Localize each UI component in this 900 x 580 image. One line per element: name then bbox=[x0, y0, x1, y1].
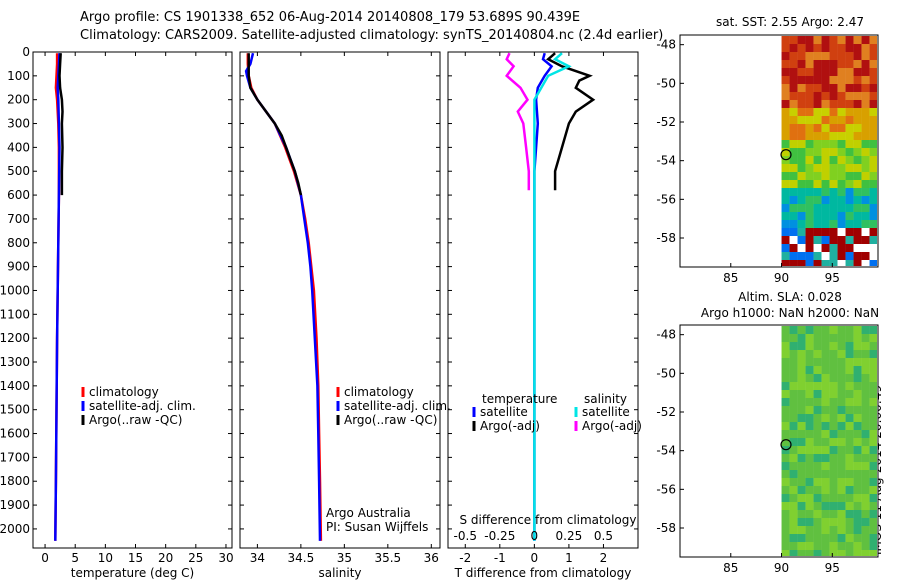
x-tick-label-temperature: 25 bbox=[188, 551, 203, 565]
y-tick-label: 500 bbox=[7, 164, 30, 178]
sst-map-title: sat. SST: 2.55 Argo: 2.47 bbox=[715, 15, 865, 29]
y-tick-label: 1900 bbox=[0, 498, 30, 512]
map-y-tick-label: -54 bbox=[656, 154, 676, 168]
x-tick-label-difference: 1 bbox=[565, 551, 573, 565]
y-tick-label: 1800 bbox=[0, 474, 30, 488]
y-tick-label: 1000 bbox=[0, 283, 30, 297]
x-axis-label-difference: T difference from climatology bbox=[454, 566, 632, 580]
plot-frame-salinity bbox=[239, 51, 441, 549]
legend-header-temperature: temperature bbox=[482, 392, 557, 406]
legend-entry-difference: Argo(-adj) bbox=[582, 419, 642, 433]
x-tick-label-salinity: 35 bbox=[337, 551, 352, 565]
legend-entry-temperature: satellite-adj. clim. bbox=[89, 399, 196, 413]
legend-entry-salinity: satellite-adj. clim. bbox=[344, 399, 451, 413]
map-y-tick-label: -54 bbox=[656, 444, 676, 458]
y-tick-label: 200 bbox=[7, 93, 30, 107]
y-tick-label: 0 bbox=[22, 45, 30, 59]
argo-location-marker bbox=[780, 149, 792, 161]
y-tick-label: 1300 bbox=[0, 355, 30, 369]
map-y-tick-label: -56 bbox=[656, 192, 676, 206]
map-y-tick-label: -58 bbox=[656, 231, 676, 245]
legend-header-salinity: salinity bbox=[584, 392, 627, 406]
x-tick-label-difference: -2 bbox=[459, 551, 471, 565]
legend-entry-temperature: climatology bbox=[89, 385, 159, 399]
x-tick-label-salinity: 34 bbox=[250, 551, 265, 565]
legend-entry-difference: satellite bbox=[480, 405, 528, 419]
y-tick-label: 800 bbox=[7, 236, 30, 250]
x-tick-label-temperature: 5 bbox=[71, 551, 79, 565]
sla-map-title-line2: Argo h1000: NaN h2000: NaN bbox=[700, 306, 880, 320]
series-line-difference bbox=[533, 52, 572, 541]
map-y-tick-label: -48 bbox=[656, 38, 676, 52]
y-tick-label: 1500 bbox=[0, 403, 30, 417]
map-field-sst_map bbox=[781, 36, 877, 266]
map-y-tick-label: -50 bbox=[656, 366, 676, 380]
y-tick-label: 2000 bbox=[0, 522, 30, 536]
x-axis-label-salinity: salinity bbox=[318, 566, 361, 580]
map-x-tick-label: 85 bbox=[723, 271, 738, 285]
series-line-salinity bbox=[247, 53, 303, 196]
map-x-tick-label: 90 bbox=[774, 561, 789, 575]
y-tick-label: 600 bbox=[7, 188, 30, 202]
y-tick-label: 1700 bbox=[0, 450, 30, 464]
y-tick-label: 1100 bbox=[0, 307, 30, 321]
map-y-tick-label: -52 bbox=[656, 115, 676, 129]
x-tick-label-difference: -1 bbox=[494, 551, 506, 565]
x-tick-label-salinity: 34.5 bbox=[288, 551, 315, 565]
legend-entry-difference: satellite bbox=[582, 405, 630, 419]
salinity-scale-tick-label: -0.25 bbox=[484, 529, 515, 543]
salinity-scale-tick-label: 0 bbox=[531, 529, 539, 543]
salinity-scale-tick-label: 0.5 bbox=[594, 529, 613, 543]
x-tick-label-temperature: 15 bbox=[128, 551, 143, 565]
y-tick-label: 1400 bbox=[0, 379, 30, 393]
argo-location-marker bbox=[780, 439, 792, 451]
x-tick-label-temperature: 30 bbox=[218, 551, 233, 565]
salinity-scale-tick-label: -0.5 bbox=[454, 529, 477, 543]
map-x-tick-label: 85 bbox=[723, 561, 738, 575]
y-tick-label: 400 bbox=[7, 140, 30, 154]
map-x-tick-label: 95 bbox=[825, 271, 840, 285]
y-tick-label: 900 bbox=[7, 260, 30, 274]
map-field-sla_map bbox=[781, 326, 877, 556]
x-tick-label-temperature: 20 bbox=[158, 551, 173, 565]
x-tick-label-temperature: 10 bbox=[98, 551, 113, 565]
map-y-tick-label: -52 bbox=[656, 405, 676, 419]
y-tick-label: 100 bbox=[7, 69, 30, 83]
x-tick-label-difference: 0 bbox=[531, 551, 539, 565]
plot-frame-difference bbox=[447, 51, 639, 549]
map-y-tick-label: -56 bbox=[656, 482, 676, 496]
series-line-difference bbox=[505, 52, 531, 191]
x-tick-label-temperature: 0 bbox=[41, 551, 49, 565]
map-y-tick-label: -58 bbox=[656, 521, 676, 535]
y-tick-label: 1600 bbox=[0, 427, 30, 441]
plot-frame-temperature bbox=[32, 51, 233, 549]
legend-entry-temperature: Argo(..raw -QC) bbox=[89, 413, 182, 427]
map-x-tick-label: 90 bbox=[774, 271, 789, 285]
map-y-tick-label: -50 bbox=[656, 76, 676, 90]
legend-entry-difference: Argo(-adj) bbox=[480, 419, 540, 433]
chart-title-line2: Climatology: CARS2009. Satellite-adjuste… bbox=[80, 28, 664, 43]
salinity-scale-tick-label: 0.25 bbox=[556, 529, 583, 543]
difference-salinity-label: S difference from climatology bbox=[460, 513, 637, 527]
y-tick-label: 700 bbox=[7, 212, 30, 226]
legend-entry-salinity: Argo(..raw -QC) bbox=[344, 413, 437, 427]
chart-title-line1: Argo profile: CS 1901338_652 06-Aug-2014… bbox=[80, 10, 581, 25]
x-tick-label-salinity: 35.5 bbox=[374, 551, 401, 565]
map-x-tick-label: 95 bbox=[825, 561, 840, 575]
y-tick-label: 300 bbox=[7, 117, 30, 131]
legend-entry-salinity: climatology bbox=[344, 385, 414, 399]
x-axis-label-temperature: temperature (deg C) bbox=[71, 566, 194, 580]
sla-map-title-line1: Altim. SLA: 0.028 bbox=[738, 290, 842, 304]
series-line-difference bbox=[545, 52, 596, 191]
y-tick-label: 1200 bbox=[0, 331, 30, 345]
x-tick-label-difference: 2 bbox=[600, 551, 608, 565]
series-line-temperature bbox=[54, 53, 61, 541]
annotation-argo-australia: Argo Australia bbox=[326, 506, 411, 520]
map-y-tick-label: -48 bbox=[656, 328, 676, 342]
annotation-pi-name: PI: Susan Wijffels bbox=[326, 520, 428, 534]
series-line-temperature bbox=[58, 53, 64, 196]
x-tick-label-salinity: 36 bbox=[424, 551, 439, 565]
